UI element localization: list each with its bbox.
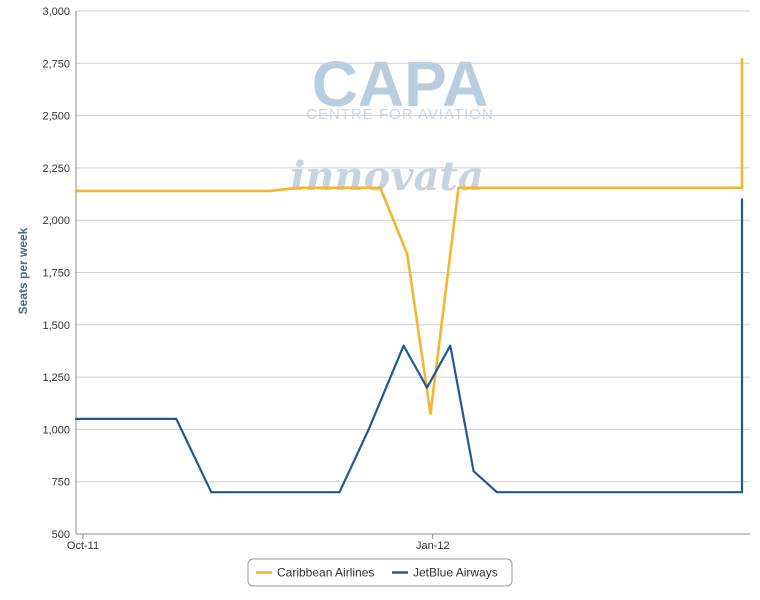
y-tick-label: 1,500 bbox=[42, 320, 70, 332]
series-lines bbox=[74, 57, 744, 494]
x-tick-label: Oct-11 bbox=[67, 540, 99, 552]
legend-box bbox=[247, 558, 513, 587]
y-tick-label: 1,250 bbox=[42, 372, 70, 384]
legend[interactable]: Caribbean Airlines JetBlue Airways bbox=[247, 558, 513, 587]
y-tick-label: 2,000 bbox=[42, 215, 70, 227]
gridlines bbox=[76, 10, 750, 535]
y-axis: 500 750 1,000 1,250 1,500 1,750 2,000 2,250 2,50… bbox=[42, 6, 70, 541]
watermark-brand: CAPA bbox=[312, 48, 489, 120]
y-tick-label: 1,750 bbox=[42, 268, 70, 280]
legend-item[interactable]: Caribbean Airlines bbox=[256, 566, 374, 580]
legend-label: JetBlue Airways bbox=[413, 566, 498, 580]
watermark: CAPA CENTRE FOR AVIATION innovata bbox=[290, 48, 494, 200]
y-tick-label: 3,000 bbox=[42, 6, 70, 18]
watermark-partner: innovata bbox=[290, 153, 484, 200]
series-line-jetblue-airways[interactable] bbox=[74, 198, 744, 494]
watermark-subtitle: CENTRE FOR AVIATION bbox=[306, 106, 494, 123]
y-tick-label: 750 bbox=[52, 477, 70, 489]
y-axis-title: Seats per week bbox=[16, 227, 30, 314]
y-tick-label: 1,000 bbox=[42, 424, 70, 436]
series-line-caribbean-airlines[interactable] bbox=[74, 57, 744, 416]
legend-item[interactable]: JetBlue Airways bbox=[392, 566, 498, 580]
y-tick-label: 2,250 bbox=[42, 163, 70, 175]
x-tick-label: Jan-12 bbox=[416, 540, 450, 552]
y-tick-label: 2,750 bbox=[42, 58, 70, 70]
legend-label: Caribbean Airlines bbox=[277, 566, 374, 580]
y-tick-label: 500 bbox=[52, 529, 70, 541]
y-tick-label: 2,500 bbox=[42, 111, 70, 123]
